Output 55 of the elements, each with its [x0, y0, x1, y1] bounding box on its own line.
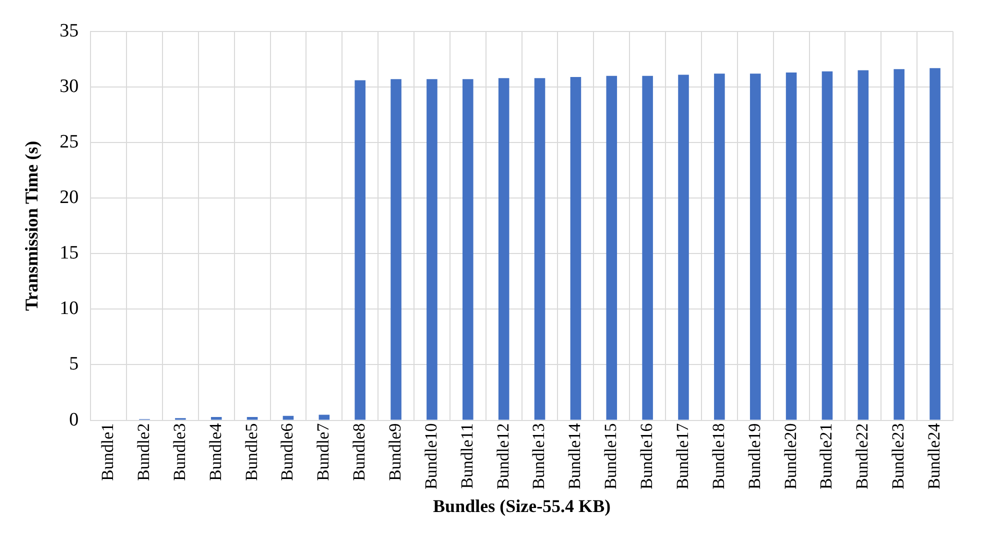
y-tick-label: 10 — [60, 298, 79, 320]
x-tick-label: Bundle9 — [386, 423, 404, 481]
x-tick-label: Bundle5 — [242, 423, 261, 481]
bar — [570, 76, 582, 420]
x-tick-label: Bundle6 — [278, 423, 297, 481]
bar — [930, 68, 940, 420]
y-tick-label: 5 — [69, 354, 79, 375]
x-tick-label: Bundle3 — [170, 423, 189, 481]
bar — [750, 74, 761, 420]
bar — [642, 76, 653, 420]
x-tick-label: Bundle7 — [314, 422, 333, 481]
bar — [714, 74, 725, 420]
x-tick-label: Bundle4 — [206, 422, 225, 481]
bar — [534, 78, 546, 420]
bar — [246, 416, 258, 420]
x-tick-label: Bundle17 — [672, 422, 692, 490]
bar — [282, 416, 294, 420]
bar — [894, 69, 904, 420]
x-tick-label: Bundle19 — [744, 423, 764, 490]
bar — [786, 72, 797, 420]
x-tick-label: Bundle22 — [852, 423, 872, 490]
bar — [210, 416, 222, 420]
y-tick-label: 35 — [60, 20, 79, 42]
x-tick-label: Bundle14 — [565, 422, 584, 490]
x-tick-label: Bundle21 — [816, 423, 836, 490]
x-tick-label: Bundle1 — [98, 423, 118, 481]
x-tick-label: Bundle10 — [421, 423, 440, 490]
x-axis-title: Bundles (Size-55.4 KB) — [433, 496, 611, 516]
x-tick-label: Bundle8 — [350, 423, 369, 481]
x-tick-label: Bundle23 — [888, 423, 908, 490]
x-tick-label: Bundle15 — [601, 423, 620, 490]
bar — [678, 74, 689, 420]
bar — [498, 78, 510, 420]
bar — [318, 414, 330, 420]
y-tick-label: 30 — [60, 76, 79, 97]
x-tick-label: Bundle12 — [493, 423, 512, 490]
bar — [822, 71, 833, 420]
bar — [354, 80, 366, 420]
x-tick-label: Bundle20 — [780, 423, 800, 490]
x-tick-label: Bundle24 — [924, 422, 944, 490]
x-tick-label: Bundle2 — [134, 423, 153, 481]
y-tick-label: 0 — [69, 409, 79, 430]
y-axis-title: Transmission Time (s) — [21, 140, 42, 311]
y-tick-label: 15 — [60, 242, 79, 264]
x-tick-label: Bundle11 — [457, 423, 476, 489]
bar — [462, 79, 474, 420]
bar — [606, 76, 618, 420]
bar — [858, 70, 869, 420]
bar — [426, 79, 438, 420]
x-tick-label: Bundle18 — [708, 423, 728, 490]
x-tick-label: Bundle16 — [637, 423, 656, 490]
x-tick-label: Bundle13 — [529, 423, 548, 490]
bar — [390, 79, 402, 420]
y-tick-label: 25 — [60, 131, 79, 152]
y-tick-label: 20 — [60, 187, 79, 208]
